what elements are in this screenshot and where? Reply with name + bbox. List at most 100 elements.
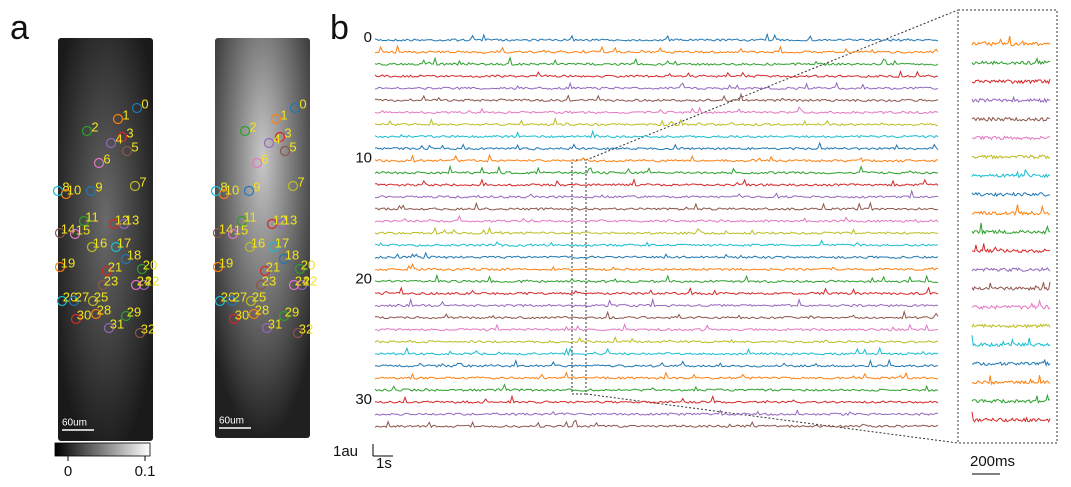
roi-label: 21 (266, 259, 280, 274)
panel-label: a (10, 9, 29, 47)
roi-label: 17 (275, 235, 289, 250)
roi-label: 13 (283, 212, 297, 227)
roi-circle (121, 145, 133, 157)
trace (375, 201, 939, 211)
trace (971, 335, 1051, 348)
roi-label: 31 (110, 316, 124, 331)
trace (971, 191, 1051, 198)
roi-label: 17 (117, 235, 131, 250)
trace (971, 298, 1051, 310)
roi-circle (116, 131, 128, 143)
trace (971, 168, 1051, 179)
roi-label: 4 (115, 131, 122, 146)
trace (374, 273, 939, 284)
roi-circle (292, 327, 304, 339)
zoom-connector (585, 9, 959, 161)
roi-circle (261, 322, 273, 334)
roi-circle (60, 188, 72, 200)
trace (374, 297, 939, 308)
trace (971, 411, 1051, 423)
trace (971, 281, 1051, 292)
trace (374, 239, 938, 247)
trace (374, 346, 939, 357)
roi-label: 11 (243, 209, 257, 224)
roi-label: 0 (299, 96, 306, 111)
roi-circle (228, 313, 240, 325)
trace (374, 409, 939, 416)
roi-circle (248, 308, 260, 320)
roi-label: 15 (234, 222, 248, 237)
roi-circle (288, 279, 300, 291)
roi-circle (263, 137, 275, 149)
roi-circle (278, 310, 290, 322)
roi-circle (214, 295, 226, 307)
roi-circle (270, 113, 282, 125)
roi-circle (287, 180, 299, 192)
roi-label: 26 (63, 289, 77, 304)
trace (374, 189, 939, 199)
roi-circle (68, 295, 80, 307)
roi-circle (227, 228, 239, 240)
roi-label: 23 (262, 273, 276, 288)
colorbar (54, 442, 151, 457)
roi-label: 14 (219, 221, 233, 236)
roi-label: 5 (131, 139, 138, 154)
roi-circle (268, 241, 280, 253)
roi-circle (239, 125, 251, 137)
trace (374, 56, 939, 66)
roi-label: 21 (108, 259, 122, 274)
trace (374, 116, 939, 127)
roi-label: 3 (126, 125, 133, 140)
roi-label: 20 (143, 257, 157, 272)
roi-circle (97, 279, 109, 291)
roi-label: 16 (93, 235, 107, 250)
trace (374, 70, 939, 78)
trace (971, 78, 1051, 85)
roi-circle (87, 295, 99, 307)
roi-label: 19 (61, 255, 75, 270)
roi-label: 32 (141, 321, 155, 336)
trace (374, 129, 939, 139)
roi-label: 28 (255, 302, 269, 317)
roi-label: 16 (251, 235, 265, 250)
trace (374, 226, 939, 235)
roi-label: 24 (295, 273, 309, 288)
roi-circle (54, 227, 66, 239)
roi-circle (103, 322, 115, 334)
roi-label: 22 (303, 273, 317, 288)
roi-circle (112, 113, 124, 125)
roi-label: 24 (137, 273, 151, 288)
roi-circle (212, 227, 224, 239)
roi-circle (266, 218, 278, 230)
trace (374, 153, 939, 163)
roi-circle (56, 295, 68, 307)
roi-label: 30 (235, 307, 249, 322)
roi-circle (110, 241, 122, 253)
roi-circle (70, 313, 82, 325)
zoom-box (957, 9, 1058, 444)
roi-label: 15 (76, 222, 90, 237)
amplitude-scale: 1au (333, 443, 358, 460)
roi-label: 30 (77, 307, 91, 322)
roi-circle (243, 185, 255, 197)
roi-circle (289, 102, 301, 114)
roi-label: 29 (285, 304, 299, 319)
roi-circle (130, 279, 142, 291)
roi-label: 10 (225, 182, 239, 197)
roi-label: 32 (299, 321, 313, 336)
roi-circle (138, 279, 150, 291)
roi-circle (278, 253, 290, 265)
roi-circle (255, 279, 267, 291)
trace (374, 251, 939, 260)
time-scale: 1s (376, 455, 392, 472)
roi-label: 9 (95, 179, 102, 194)
roi-circle (131, 102, 143, 114)
roi-label: 28 (97, 302, 111, 317)
roi-circle (90, 308, 102, 320)
colorbar-tick: 0 (64, 463, 72, 480)
trace (374, 336, 939, 344)
roi-label: 2 (249, 119, 256, 134)
roi-circle (136, 263, 148, 275)
image-right (215, 38, 310, 438)
roi-circle (54, 261, 66, 273)
